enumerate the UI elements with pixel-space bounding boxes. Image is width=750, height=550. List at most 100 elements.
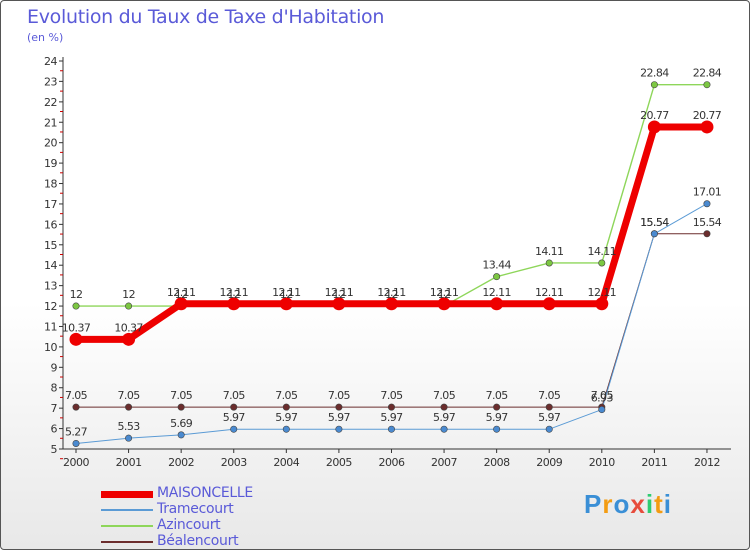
data-point [542,297,556,311]
data-point [230,425,238,433]
data-point [72,302,80,310]
data-label: 20.77 [640,109,669,122]
data-label: 14.11 [588,245,617,258]
data-point [700,120,714,134]
data-label: 12.11 [588,286,617,299]
data-label: 7.05 [380,389,403,402]
data-label: 7.05 [538,389,561,402]
legend-item: Béalencourt [101,533,361,549]
data-label: 5.53 [118,420,141,433]
data-point [490,297,504,311]
proxiti-logo: Proxiti [584,489,672,520]
data-point [335,403,343,411]
data-point [595,297,609,311]
x-tick-label: 2011 [641,456,667,469]
data-point [703,200,711,208]
legend-item: Azincourt [101,517,361,535]
data-point [387,403,395,411]
y-tick-label: 6 [51,423,58,436]
data-point [177,403,185,411]
y-tick-label: 24 [44,55,57,68]
data-point [69,332,83,346]
data-label: 14.11 [535,245,564,258]
data-point [437,297,451,311]
data-label: 5.97 [433,411,456,424]
logo-letter: i [645,489,655,519]
legend-swatch [101,541,153,543]
x-tick-label: 2008 [484,456,510,469]
data-label: 5.97 [380,411,403,424]
x-tick-label: 2007 [431,456,457,469]
data-point [493,425,501,433]
data-label: 7.05 [223,389,246,402]
x-tick-label: 2012 [694,456,720,469]
data-point [72,439,80,447]
x-tick-label: 2000 [63,456,89,469]
data-label: 5.97 [538,411,561,424]
data-label: 5.97 [328,411,351,424]
x-tick-label: 2003 [221,456,247,469]
data-point [387,425,395,433]
legend-label: MAISONCELLE [157,485,253,501]
data-point [598,259,606,267]
y-tick-label: 16 [44,218,57,231]
data-label: 22.84 [693,67,722,80]
data-point [650,81,658,89]
y-tick-label: 8 [51,382,58,395]
data-label: 6.93 [591,392,614,405]
chart-title: Evolution du Taux de Taxe d'Habitation [27,6,385,28]
data-point [493,273,501,281]
data-label: 7.05 [118,389,141,402]
data-label: 12.11 [535,286,564,299]
data-point [282,403,290,411]
data-label: 15.54 [640,216,669,229]
logo-letter: t [654,489,664,519]
legend-swatch [101,525,153,527]
data-label: 20.77 [693,109,722,122]
data-label: 10.37 [62,321,91,334]
logo-letter: o [613,489,631,519]
data-label: 7.05 [275,389,298,402]
data-point [703,81,711,89]
data-label: 15.54 [640,216,669,229]
chart-subtitle: (en %) [27,31,64,44]
data-label: 10.37 [114,321,143,334]
data-label: 12 [385,288,398,301]
data-label: 12 [122,288,135,301]
logo-letter: x [630,489,646,519]
data-point [650,230,658,238]
logo-letter: P [584,489,603,519]
legend-item: MAISONCELLE [101,485,361,503]
x-tick-label: 2004 [273,456,299,469]
y-tick-label: 18 [44,178,57,191]
legend-label: Béalencourt [157,533,239,549]
y-tick-label: 19 [44,157,57,170]
x-tick-label: 2001 [116,456,142,469]
y-tick-label: 5 [51,443,58,456]
data-point [227,297,241,311]
data-label: 7.05 [170,389,193,402]
data-label: 15.54 [693,216,722,229]
legend-label: Azincourt [157,517,221,533]
legend-swatch [101,509,153,511]
y-tick-label: 17 [44,198,57,211]
data-point [545,403,553,411]
data-label: 5.97 [275,411,298,424]
x-tick-label: 2010 [589,456,615,469]
data-point [125,403,133,411]
data-label: 7.05 [433,389,456,402]
data-point [122,332,136,346]
data-label: 12.11 [482,286,511,299]
x-tick-label: 2009 [536,456,562,469]
data-point [125,302,133,310]
data-point [279,297,293,311]
data-label: 12.11 [272,286,301,299]
data-point [384,297,398,311]
data-label: 12 [70,288,83,301]
data-label: 12 [280,288,293,301]
data-label: 12 [438,288,451,301]
data-label: 12 [332,288,345,301]
data-label: 13.44 [482,259,511,272]
legend-item: Tramecourt [101,501,361,519]
